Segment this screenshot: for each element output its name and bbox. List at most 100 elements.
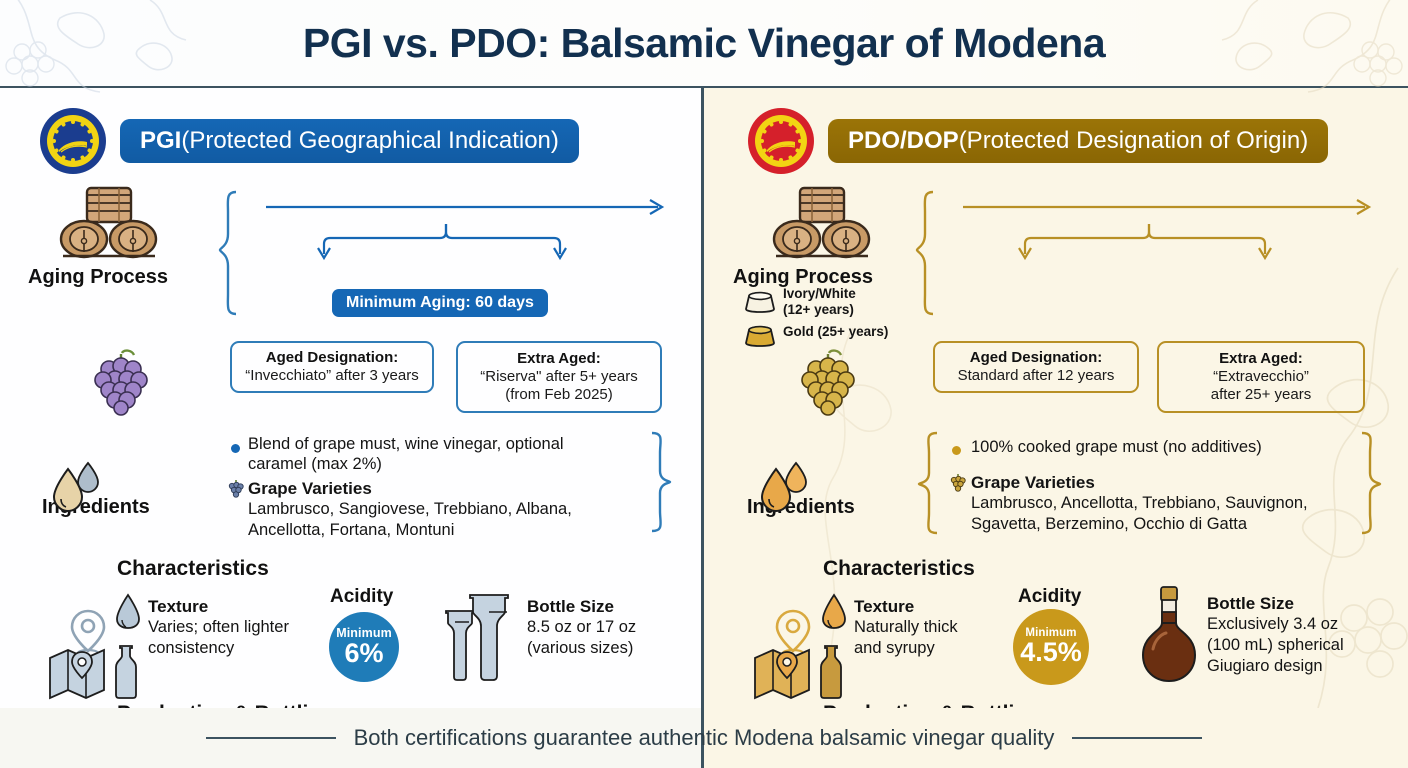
barrels-icon	[772, 186, 871, 259]
pgi-bottle-line-1: (various sizes)	[527, 638, 634, 657]
pgi-extra-aged-box: Extra Aged: “Riserva" after 5+ years (fr…	[456, 341, 662, 413]
pgi-varieties-block: Grape Varieties Lambrusco, Sangiovese, T…	[248, 478, 658, 540]
pdo-aging-flow	[915, 190, 1372, 316]
pdo-ivory-line-1: (12+ years)	[783, 302, 854, 318]
pgi-minimum-aging-pill: Minimum Aging: 60 days	[332, 289, 548, 317]
pdo-bottle-line-2: Giugiaro design	[1207, 656, 1323, 675]
eu-pgi-badge	[40, 108, 106, 174]
badge-stars	[52, 120, 94, 162]
pgi-extra-line-1: (from Feb 2025)	[505, 386, 613, 404]
ivory-cap-icon	[745, 291, 775, 313]
footer-bg-right	[703, 708, 1408, 768]
vine-decoration-left	[5, 0, 187, 93]
pdo-header: PDO/DOP (Protected Designation of Origin…	[748, 108, 1329, 174]
pgi-texture-title: Texture	[148, 597, 209, 616]
pdo-aged-line-0: Standard after 12 years	[957, 367, 1115, 384]
pgi-texture-line-1: consistency	[148, 638, 235, 657]
pgi-extra-line-0: “Riserva" after 5+ years	[480, 367, 638, 385]
map-and-bottle-icon	[49, 645, 137, 700]
pgi-full: (Protected Geographical Indication)	[181, 127, 559, 154]
pdo-extra-line-0: “Extravecchio”	[1213, 367, 1309, 385]
pdo-extra-line-1: after 25+ years	[1210, 386, 1312, 404]
pdo-ingredient-bullet: 100% cooked grape must (no additives)	[971, 437, 1371, 457]
gold-cap-icon	[745, 325, 775, 347]
vine-decoration-right	[1221, 0, 1403, 93]
pdo-characteristics-label: Characteristics	[823, 557, 975, 580]
pgi-aged-designation-box: Aged Designation: “Invecchiato” after 3 …	[230, 341, 434, 393]
wheat-field-icon	[59, 141, 88, 153]
eu-pdo-badge	[748, 108, 814, 174]
footer-text: Both certifications guarantee authentic …	[353, 725, 1055, 750]
panel-pgi: PGI (Protected Geographical Indication) …	[0, 88, 703, 708]
bottles-icon	[445, 594, 509, 681]
pgi-aged-line-0: “Invecchiato” after 3 years	[245, 367, 419, 384]
pgi-acidity-value: 6%	[344, 637, 384, 668]
pgi-aging-flow	[218, 190, 665, 316]
pgi-varieties-line-0: Lambrusco, Sangiovese, Trebbiano, Albana…	[248, 500, 572, 519]
pgi-bottle-block: Bottle Size 8.5 oz or 17 oz (various siz…	[527, 596, 677, 659]
pdo-bottle-line-0: Exclusively 3.4 oz	[1207, 615, 1339, 634]
pgi-aging-label: Aging Process	[28, 266, 169, 288]
grape-varieties-small-icon	[228, 480, 244, 498]
pgi-abbr: PGI	[140, 127, 182, 154]
pdo-bottle-line-1: (100 mL) spherical	[1207, 635, 1344, 654]
pgi-characteristics-label: Characteristics	[117, 557, 269, 580]
pdo-texture-line-0: Naturally thick	[854, 618, 958, 637]
droplets-icon	[52, 461, 99, 513]
pdo-varieties-block: Grape Varieties Lambrusco, Ancellotta, T…	[971, 472, 1371, 534]
pgi-texture-block: Texture Varies; often lighter consistenc…	[148, 596, 328, 659]
title-bar: PGI vs. PDO: Balsamic Vinegar of Modena	[0, 0, 1408, 93]
grapes-icon	[801, 349, 855, 416]
pdo-varieties-line-0: Lambrusco, Ancellotta, Trebbiano, Sauvig…	[971, 494, 1308, 513]
pgi-acidity-label: Acidity	[330, 586, 394, 607]
pgi-aged-title: Aged Designation:	[265, 348, 399, 366]
texture-droplet-icon	[822, 593, 846, 629]
footer: Both certifications guarantee authentic …	[0, 708, 1408, 768]
pgi-acidity-min: Minimum	[336, 625, 392, 640]
pdo-title-pill: PDO/DOP (Protected Designation of Origin…	[828, 119, 1329, 163]
pdo-acidity-label: Acidity	[1018, 586, 1082, 607]
footer-bg-left	[0, 708, 703, 768]
footer-rule-left	[205, 737, 336, 739]
pdo-varieties-line-1: Sgavetta, Berzemino, Occhio di Gatta	[971, 514, 1248, 533]
pgi-ingredient-line-0: Blend of grape must, wine vinegar, optio…	[248, 435, 564, 453]
pdo-texture-line-1: and syrupy	[854, 638, 935, 657]
pdo-aged-title: Aged Designation:	[969, 348, 1103, 366]
wheat-field-icon	[767, 141, 796, 153]
pgi-texture-line-0: Varies; often lighter	[148, 618, 289, 637]
footer-rule-right	[1072, 737, 1203, 739]
pdo-ingredient-bullet-dot	[952, 446, 961, 455]
pdo-aged-designation-box: Aged Designation: Standard after 12 year…	[933, 341, 1139, 393]
map-and-bottle-icon	[754, 645, 842, 700]
pdo-production-label: Production & Bottling	[823, 702, 1040, 708]
pdo-ivory-line-0: Ivory/White	[783, 286, 856, 301]
pgi-bottle-title: Bottle Size	[527, 597, 614, 616]
pdo-ingredients-brace-left	[917, 431, 938, 535]
pdo-bottle-block: Bottle Size Exclusively 3.4 oz (100 mL) …	[1207, 593, 1377, 676]
pgi-production-label: Production & Bottling	[117, 702, 334, 708]
pgi-header: PGI (Protected Geographical Indication)	[40, 108, 579, 174]
pdo-acidity-value: 4.5%	[1020, 636, 1082, 667]
pgi-ingredient-line-1: caramel (max 2%)	[248, 455, 382, 474]
pdo-bottle-title: Bottle Size	[1207, 594, 1294, 613]
pgi-ingredient-bullet-dot	[231, 444, 240, 453]
pdo-extra-title: Extra Aged:	[1219, 349, 1303, 367]
pgi-ingredients-brace	[651, 431, 672, 533]
pdo-ivory-cap-label: Ivory/White (12+ years)	[783, 286, 856, 318]
pgi-extra-title: Extra Aged:	[517, 349, 601, 367]
giugiaro-bottle-icon	[1141, 586, 1197, 683]
pdo-texture-block: Texture Naturally thick and syrupy	[854, 596, 1024, 659]
panel-pdo: PDO/DOP (Protected Designation of Origin…	[703, 88, 1408, 708]
barrels-icon	[59, 186, 158, 259]
pgi-title-pill: PGI (Protected Geographical Indication)	[120, 119, 579, 163]
pdo-aging-label: Aging Process	[733, 266, 874, 288]
pdo-acidity-min: Minimum	[1025, 626, 1077, 639]
panel-divider	[701, 88, 704, 768]
pdo-varieties-title: Grape Varieties	[971, 473, 1095, 492]
pdo-abbr: PDO/DOP	[848, 127, 959, 154]
pdo-extra-aged-box: Extra Aged: “Extravecchio” after 25+ yea…	[1157, 341, 1365, 413]
pdo-texture-title: Texture	[854, 597, 915, 616]
badge-stars	[760, 120, 802, 162]
pdo-full: (Protected Designation of Origin)	[958, 127, 1309, 154]
grapes-icon	[94, 349, 148, 416]
